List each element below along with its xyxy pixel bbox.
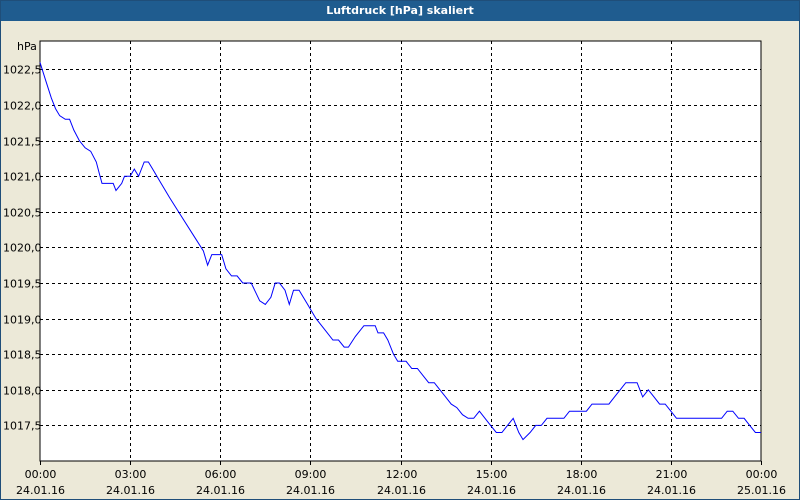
y-tick-label: 1019,0 bbox=[3, 314, 42, 327]
x-tick-date: 24.01.16 bbox=[286, 484, 335, 497]
chart-title: Luftdruck [hPa] skaliert bbox=[1, 1, 799, 21]
grid bbox=[40, 41, 761, 461]
y-axis: 1017,5 1018,0 1018,5 1019,0 1019,5 1020,0 1020… bbox=[3, 64, 42, 433]
x-tick-time: 09:00 bbox=[295, 468, 327, 481]
x-tick-time: 03:00 bbox=[115, 468, 147, 481]
x-tick-time: 06:00 bbox=[205, 468, 237, 481]
y-tick-label: 1022,0 bbox=[3, 100, 42, 113]
y-tick-label: 1018,0 bbox=[3, 385, 42, 398]
y-tick-label: 1018,5 bbox=[3, 349, 42, 362]
x-tick-time: 12:00 bbox=[386, 468, 418, 481]
series-line-luftdruck bbox=[39, 62, 761, 441]
x-tick-date: 24.01.16 bbox=[647, 484, 696, 497]
x-tick-date: 24.01.16 bbox=[16, 484, 65, 497]
x-tick-date: 24.01.16 bbox=[557, 484, 606, 497]
y-tick-label: 1020,0 bbox=[3, 242, 42, 255]
x-tick-date: 25.01.16 bbox=[737, 484, 786, 497]
y-tick-label: 1020,5 bbox=[3, 207, 42, 220]
x-tick-time: 00:00 bbox=[25, 468, 57, 481]
x-tick-time: 00:00 bbox=[746, 468, 778, 481]
x-tick-date: 24.01.16 bbox=[467, 484, 516, 497]
y-tick-label: 1017,5 bbox=[3, 420, 42, 433]
y-tick-label: 1022,5 bbox=[3, 64, 42, 77]
y-axis-label: hPa bbox=[17, 40, 37, 53]
x-tick-date: 24.01.16 bbox=[377, 484, 426, 497]
x-tick-time: 18:00 bbox=[566, 468, 598, 481]
x-tick-time: 15:00 bbox=[476, 468, 508, 481]
x-axis: 00:00 24.01.16 03:00 24.01.16 06:00 24.01.16 0… bbox=[16, 461, 786, 497]
y-tick-label: 1021,5 bbox=[3, 136, 42, 149]
x-tick-date: 24.01.16 bbox=[106, 484, 155, 497]
y-tick-label: 1021,0 bbox=[3, 171, 42, 184]
x-tick-time: 21:00 bbox=[656, 468, 688, 481]
plot-area bbox=[39, 40, 762, 462]
y-tick-label: 1019,5 bbox=[3, 278, 42, 291]
x-tick-date: 24.01.16 bbox=[196, 484, 245, 497]
